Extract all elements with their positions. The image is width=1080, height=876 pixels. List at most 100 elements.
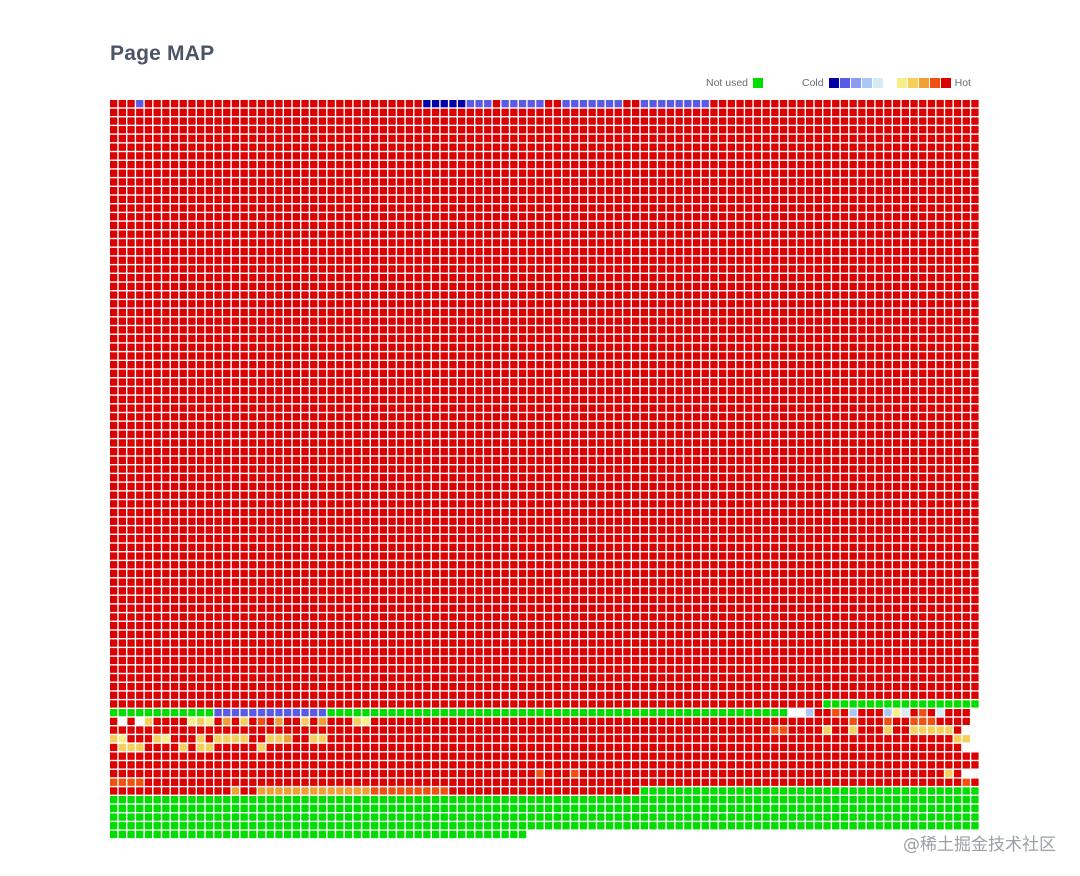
page-cell	[919, 108, 927, 116]
page-cell	[632, 317, 640, 325]
page-cell	[153, 213, 161, 221]
page-cell	[197, 517, 205, 525]
page-cell	[832, 395, 840, 404]
page-cell	[318, 169, 327, 177]
page-cell	[231, 195, 240, 203]
page-cell	[179, 213, 187, 221]
page-cell	[771, 143, 779, 151]
page-cell	[884, 430, 892, 438]
page-cell	[953, 439, 962, 447]
page-cell	[562, 265, 570, 273]
page-cell	[449, 482, 457, 491]
page-cell	[710, 404, 718, 412]
page-cell	[858, 361, 866, 369]
page-cell	[719, 187, 727, 195]
page-cell	[458, 178, 466, 186]
page-cell	[449, 239, 457, 247]
page-cell	[779, 395, 788, 404]
page-cell	[692, 195, 701, 203]
page-cell	[623, 187, 631, 195]
page-cell	[884, 421, 892, 430]
page-cell	[292, 430, 300, 438]
page-cell	[684, 361, 692, 369]
page-cell	[249, 221, 257, 230]
page-cell	[919, 117, 927, 125]
page-cell	[231, 517, 240, 525]
page-cell	[371, 187, 379, 195]
page-cell	[110, 361, 118, 369]
page-cell	[553, 178, 561, 186]
page-cell	[249, 230, 257, 238]
page-cell	[501, 343, 509, 351]
page-cell	[832, 282, 840, 290]
page-cell	[449, 282, 457, 290]
page-cell	[501, 239, 509, 247]
page-cell	[658, 108, 666, 116]
page-cell	[440, 126, 448, 134]
page-cell	[318, 126, 327, 134]
page-cell	[492, 300, 501, 308]
page-cell	[719, 361, 727, 369]
page-cell	[797, 482, 805, 491]
page-cell	[301, 378, 309, 386]
page-cell	[388, 230, 396, 238]
page-cell	[658, 308, 666, 317]
page-cell	[692, 369, 701, 377]
page-cell	[118, 508, 126, 517]
page-cell	[962, 456, 970, 464]
page-cell	[684, 326, 692, 334]
page-cell	[605, 195, 614, 203]
page-cell	[214, 395, 222, 404]
page-cell	[336, 152, 344, 160]
page-cell	[440, 474, 448, 482]
page-cell	[231, 160, 240, 169]
page-cell	[136, 517, 144, 525]
page-cell	[553, 291, 561, 299]
page-cell	[536, 239, 544, 247]
page-cell	[466, 169, 474, 177]
page-cell	[144, 404, 153, 412]
page-cell	[266, 404, 274, 412]
page-cell	[658, 430, 666, 438]
page-cell	[240, 300, 248, 308]
page-cell	[849, 160, 857, 169]
page-cell	[814, 343, 822, 351]
page-cell	[910, 395, 918, 404]
page-cell	[736, 500, 744, 508]
page-cell	[684, 221, 692, 230]
page-cell	[858, 213, 866, 221]
page-cell	[292, 482, 300, 491]
page-cell	[127, 352, 135, 360]
page-cell	[736, 387, 744, 395]
page-cell	[953, 395, 962, 404]
page-cell	[266, 169, 274, 177]
page-cell	[423, 160, 431, 169]
page-cell	[170, 152, 179, 160]
page-cell	[118, 143, 126, 151]
page-cell	[701, 387, 709, 395]
page-cell	[753, 404, 762, 412]
page-cell	[684, 448, 692, 456]
page-cell	[666, 308, 675, 317]
page-cell	[144, 291, 153, 299]
page-cell	[553, 500, 561, 508]
page-cell	[562, 308, 570, 317]
page-cell	[675, 378, 683, 386]
page-cell	[579, 143, 588, 151]
page-cell	[257, 230, 266, 238]
page-cell	[188, 404, 196, 412]
page-cell	[866, 421, 875, 430]
page-cell	[710, 300, 718, 308]
page-cell	[327, 448, 335, 456]
page-cell	[249, 300, 257, 308]
page-cell	[927, 387, 936, 395]
page-cell	[466, 100, 474, 108]
page-cell	[814, 369, 822, 377]
page-cell	[336, 178, 344, 186]
page-cell	[736, 395, 744, 404]
page-cell	[197, 334, 205, 343]
page-cell	[945, 508, 953, 517]
page-cell	[527, 387, 535, 395]
page-cell	[205, 152, 213, 160]
page-cell	[962, 178, 970, 186]
